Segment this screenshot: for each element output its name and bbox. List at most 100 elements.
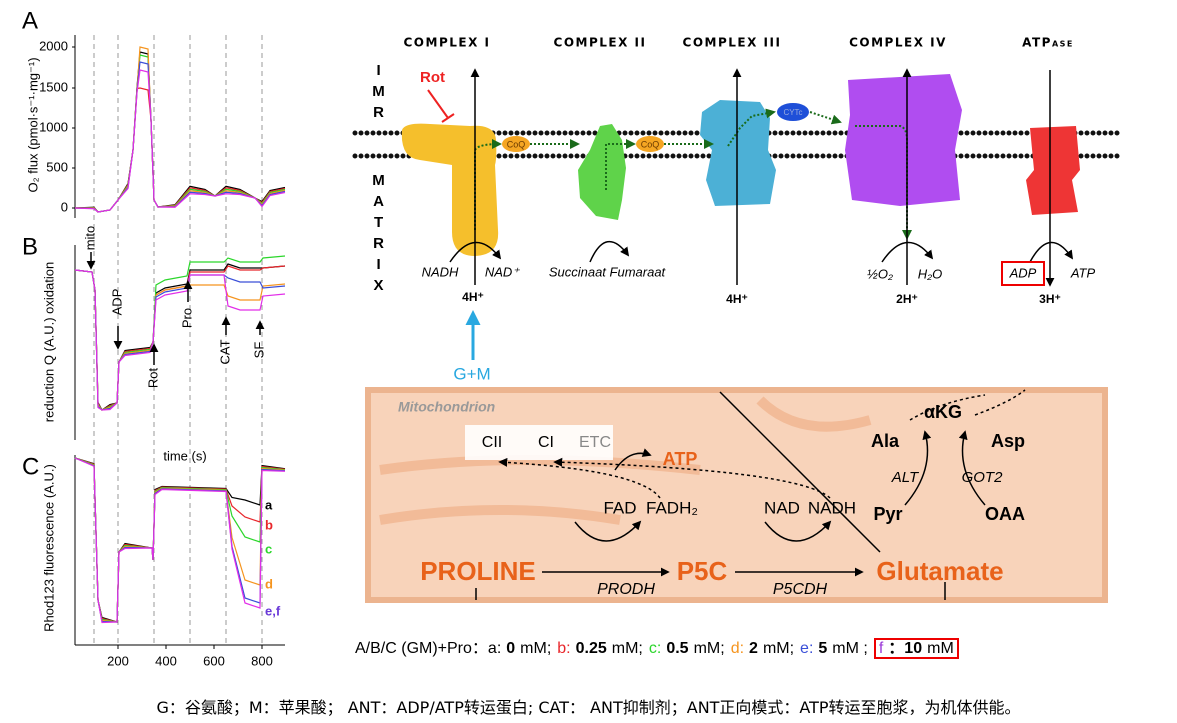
y-tick-label: 1500 — [39, 79, 68, 94]
carrier — [502, 136, 530, 152]
legend-key: a: — [487, 640, 502, 657]
panel-label: C — [22, 453, 39, 480]
y-tick-label: 0 — [61, 199, 68, 214]
trace — [74, 54, 286, 213]
legend-amount: ：10 — [888, 640, 923, 657]
complex-iv — [845, 74, 962, 206]
curve-label: c — [265, 541, 272, 556]
dashed-lines — [93, 35, 263, 645]
trace — [74, 87, 286, 213]
legend-unit: mM ; — [832, 640, 868, 657]
carrier-label: CYTc — [783, 108, 802, 117]
carrier-label: CoQ — [507, 139, 526, 149]
metabolite: Succinaat Fumaraat — [549, 264, 667, 279]
enzyme: P5CDH — [773, 581, 828, 598]
x-tick-label: 200 — [107, 653, 129, 668]
metabolite: NAD⁺ — [485, 264, 520, 279]
trace — [74, 269, 286, 411]
arrows — [475, 430, 986, 600]
annotation: SF — [251, 342, 266, 359]
annotation: ADP — [109, 289, 124, 316]
complex-label: ATPase — [1022, 36, 1074, 50]
x-tick-label: 800 — [251, 653, 273, 668]
legend-key: b: — [557, 640, 571, 657]
legend-item: d: 2 mM; — [731, 640, 794, 657]
curve-label: b — [265, 517, 273, 532]
metabolite: NADH — [422, 264, 459, 279]
legend-item: c: 0.5 mM; — [649, 640, 725, 657]
carrier — [636, 136, 664, 152]
legend-unit: mM; — [520, 640, 552, 657]
metabolite: H₂O — [918, 266, 942, 281]
curve-label: e,f — [265, 603, 281, 618]
y-tick-label: 1000 — [39, 119, 68, 134]
complex-iii — [700, 100, 776, 206]
y-tick-label: 500 — [46, 159, 68, 174]
annotation: Rot — [145, 367, 160, 388]
annotation: mito — [82, 226, 97, 251]
metabolite: Asp — [991, 431, 1025, 451]
highlight-box — [1001, 261, 1045, 286]
metabolite: αKG — [924, 402, 962, 422]
inhibition — [427, 89, 455, 123]
imr-label: IMR — [370, 62, 387, 125]
legend-amount: 0 — [506, 640, 516, 657]
metabolite: ½O₂ — [867, 266, 893, 281]
legend-key: c: — [648, 640, 662, 657]
dashed-arrows — [498, 389, 1026, 499]
complex-i — [401, 123, 499, 256]
arrows — [449, 68, 1073, 287]
arrow — [614, 448, 652, 471]
metabolite: P5C — [677, 556, 728, 586]
y-tick-label: 2000 — [39, 38, 68, 53]
atp: ATP — [663, 449, 698, 469]
cofactor: NADH — [808, 498, 856, 517]
protons: 4H⁺ — [726, 292, 748, 306]
complex-label: COMPLEX II — [554, 36, 647, 50]
panel-label: B — [22, 233, 38, 260]
trace — [74, 255, 286, 411]
legend-key: d: — [730, 640, 745, 657]
trace — [74, 263, 286, 411]
complex-label: COMPLEX III — [683, 36, 782, 50]
carrier — [777, 103, 809, 121]
curve-label: a — [265, 497, 273, 512]
left-panels: A B C O₂ flux (pmol·s⁻¹·mg⁻¹) reduction … — [22, 7, 285, 646]
atpase — [1026, 126, 1080, 215]
substrate: G+M — [453, 364, 490, 383]
inhibitor: Rot — [420, 69, 445, 86]
etc-label: CII — [482, 434, 502, 451]
compartment: Mitochondrion — [398, 399, 495, 415]
metabolite: Glutamate — [876, 556, 1003, 586]
protons: 4H⁺ — [462, 290, 484, 304]
cofactor: FADH₂ — [646, 498, 698, 517]
legend-amount: 0.5 — [666, 640, 689, 657]
trace — [74, 269, 286, 411]
legend-item: a: 0 mM; — [488, 640, 551, 657]
membrane-diagram: COMPLEX I COMPLEX II COMPLEX III COMPLEX… — [352, 36, 1123, 383]
trace — [74, 61, 286, 213]
legend-item: e: 5 mM ; — [800, 640, 868, 657]
enzyme: GOT2 — [962, 469, 1003, 486]
enzyme: ALT — [891, 469, 920, 486]
footer: G：谷氨酸；M：苹果酸； ANT：ADP/ATP转运蛋白; CAT： ANT抑制… — [156, 698, 1021, 717]
legend-key: f — [878, 640, 884, 657]
carrier-label: CoQ — [641, 139, 660, 149]
x-tick-label: 600 — [203, 653, 225, 668]
matrix-label: MATRIX — [370, 172, 387, 298]
trace — [74, 457, 286, 624]
legend-unit: mM; — [762, 640, 795, 657]
legend-prefix: A/B/C (GM)+Pro： — [355, 640, 488, 657]
legend-item: b: 0.25 mM; — [557, 640, 643, 657]
y-label: O₂ flux (pmol·s⁻¹·mg⁻¹) — [25, 57, 40, 192]
trace — [74, 51, 286, 213]
legend-amount: 0.25 — [575, 640, 607, 657]
protons: 3H⁺ — [1039, 292, 1061, 306]
metabolite: ADP — [1009, 265, 1037, 280]
legend-amount: 2 — [749, 640, 758, 657]
curve-label: d — [265, 576, 273, 591]
legend-unit: mM; — [693, 640, 725, 657]
metabolite: PROLINE — [420, 556, 536, 586]
complex-label: COMPLEX I — [404, 36, 491, 50]
